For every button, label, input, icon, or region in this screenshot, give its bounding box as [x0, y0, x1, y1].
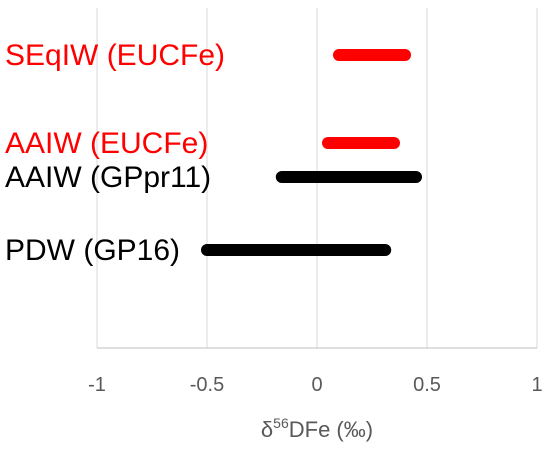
x-tick-label: 0: [311, 374, 322, 396]
range-bars: [201, 49, 422, 256]
x-tick-labels: -1 -0.5 0 0.5 1: [88, 374, 542, 396]
row-label: PDW (GP16): [5, 234, 180, 267]
row-labels: SEqIW (EUCFe) AAIW (EUCFe)AAIW (GPpr11) PD…: [5, 39, 225, 267]
x-axis-title: δ56DFe (‰): [261, 415, 373, 442]
gridlines: [206, 8, 538, 348]
row-label: AAIW (GPpr11): [5, 161, 211, 194]
x-tick-label: 0.5: [413, 374, 441, 396]
x-axis-title-superscript: 56: [273, 415, 289, 431]
x-axis-title-prefix: δ: [261, 417, 273, 442]
x-tick-label: 1: [531, 374, 542, 396]
x-tick-label: -1: [88, 374, 106, 396]
row-label: AAIW (EUCFe): [5, 127, 208, 160]
x-axis-title-suffix: DFe (‰): [289, 417, 373, 442]
row-label: SEqIW (EUCFe): [5, 39, 225, 72]
x-tick-label: -0.5: [190, 374, 224, 396]
